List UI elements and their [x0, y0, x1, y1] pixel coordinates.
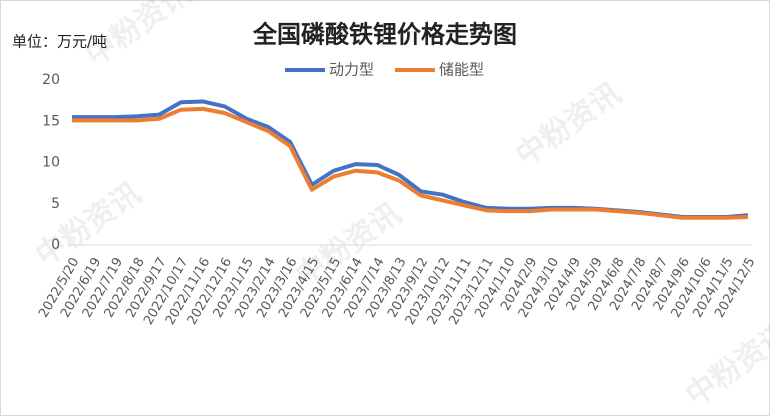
legend-label: 动力型	[329, 61, 374, 79]
y-tick-label: 10	[42, 155, 60, 171]
line	[72, 106, 749, 220]
y-tick-label: 0	[51, 237, 60, 253]
y-tick-label: 15	[42, 113, 60, 129]
legend-label: 储能型	[439, 61, 484, 79]
y-axis-label: 单位：万元/吨	[12, 33, 107, 51]
chart-title: 全国磷酸铁锂价格走势图	[252, 20, 517, 49]
y-tick-label: 5	[51, 196, 60, 212]
y-tick-label: 20	[42, 72, 60, 88]
